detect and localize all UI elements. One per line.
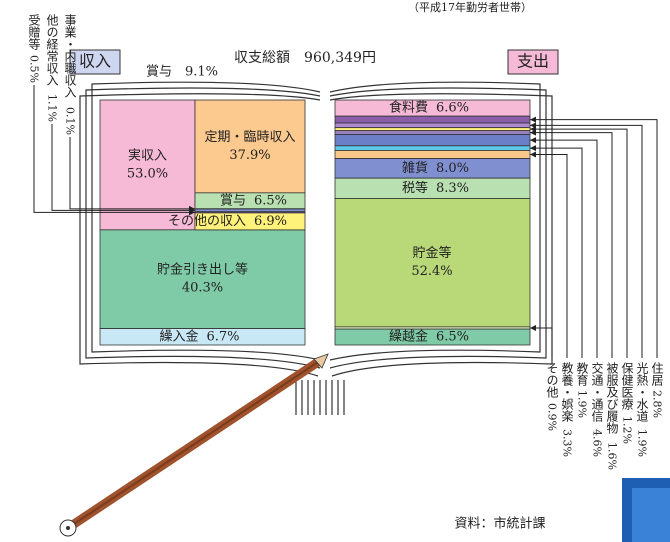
segment-label: 税等 xyxy=(402,180,428,196)
value-label: 8.3% xyxy=(436,181,469,196)
chart-title: 収支総額 960,349円 xyxy=(234,50,376,66)
value-label: 6.9% xyxy=(254,214,287,229)
leader-line xyxy=(33,85,195,213)
value-label: 1.9% xyxy=(636,429,649,457)
outside-label: 光熱・水道 xyxy=(635,362,649,422)
leader-line xyxy=(530,128,628,358)
value-label: 0.9% xyxy=(546,403,559,431)
leader-line xyxy=(530,124,643,358)
outside-label: 住居 xyxy=(650,362,664,387)
income-detail-segment xyxy=(194,192,306,210)
pencil xyxy=(59,353,329,537)
outside-label: 被服及び履物 xyxy=(605,362,619,434)
value-label: 1.6% xyxy=(606,442,619,470)
expense-box xyxy=(507,49,559,75)
outside-label: 教育 xyxy=(575,361,589,387)
expense-segment xyxy=(334,158,531,179)
leader-arrow xyxy=(530,116,536,123)
segment-label: その他の収入 xyxy=(168,214,246,229)
book-outline xyxy=(79,81,553,415)
value-label: 0.1% xyxy=(64,107,77,135)
leader-line xyxy=(530,154,568,358)
value-label: 37.9% xyxy=(229,148,270,163)
leader-arrow xyxy=(530,151,536,158)
segment-label: 定期・臨時収入 xyxy=(204,130,295,145)
value-label: 6.7% xyxy=(207,329,240,344)
leader-arrow xyxy=(530,145,536,152)
income-box xyxy=(69,49,121,75)
value-label: 40.3% xyxy=(182,281,223,296)
value-label: 53.0% xyxy=(127,166,168,181)
outside-label: 他の経常収入 xyxy=(45,14,59,86)
income-segment xyxy=(99,328,306,346)
leader-arrow xyxy=(530,129,536,136)
expense-segment xyxy=(334,177,531,199)
value-label: 8.0% xyxy=(436,161,469,176)
leader-line xyxy=(69,137,195,210)
value-label: 4.6% xyxy=(591,429,604,457)
value-label: 52.4% xyxy=(411,264,452,279)
expense-segment xyxy=(334,145,531,151)
segment-label: 食料費 xyxy=(389,100,428,116)
leader-line xyxy=(530,327,553,358)
segment-label: 貯金引き出し等 xyxy=(157,262,248,278)
outside-label: 事業・内職収入 xyxy=(63,14,77,98)
segment-label: 実収入 xyxy=(128,147,167,163)
income-label: 収入 xyxy=(79,52,111,71)
expense-segment xyxy=(334,115,531,124)
segment-label: 賞与 xyxy=(220,193,246,208)
expense-segment xyxy=(334,134,531,147)
value-label: 1.9% xyxy=(576,390,589,418)
expense-segment xyxy=(334,328,531,346)
value-label: 6.5% xyxy=(436,330,469,345)
expense-segment xyxy=(334,99,531,117)
value-label: 6.6% xyxy=(436,101,469,116)
segment-label: 貯金等 xyxy=(412,245,451,261)
income-detail-segment xyxy=(194,212,306,231)
annotation: 賞与 9.1% xyxy=(146,65,218,80)
segment-label: 繰越金 xyxy=(389,329,428,345)
outside-label: 交通・通信 xyxy=(590,361,604,423)
income-detail-segment xyxy=(194,208,306,213)
leader-line xyxy=(530,139,598,358)
source: 資料：市統計課 xyxy=(454,516,545,532)
value-label: 1.2% xyxy=(621,416,634,444)
value-label: 1.1% xyxy=(46,94,59,122)
outside-label: 受贈等 xyxy=(27,14,41,50)
segment-label: 雑貨 xyxy=(402,160,428,176)
leader-arrow xyxy=(189,209,195,216)
leader-line xyxy=(51,124,195,211)
leader-line xyxy=(530,147,583,358)
expense-segment xyxy=(334,198,531,328)
value-label: 0.5% xyxy=(28,55,41,83)
decor-square xyxy=(632,488,670,542)
expense-segment xyxy=(334,122,531,129)
income-segment xyxy=(99,229,306,329)
leader-arrow xyxy=(530,324,536,331)
outside-label: その他 xyxy=(545,362,559,398)
leader-line xyxy=(530,132,613,358)
expense-label: 支出 xyxy=(517,52,549,71)
value-label: 6.5% xyxy=(254,193,287,208)
segment-label: 繰入金 xyxy=(159,328,198,344)
income-detail-segment xyxy=(194,99,306,194)
outside-label: 教養・娯楽 xyxy=(560,361,574,422)
leader-line xyxy=(530,119,658,358)
value-label: 2.8% xyxy=(651,390,664,418)
expense-segment xyxy=(334,150,531,159)
leader-arrow xyxy=(530,137,536,144)
value-label: 3.3% xyxy=(561,429,574,457)
leader-arrow xyxy=(530,122,536,129)
subtitle: （平成17年勤労者世帯） xyxy=(408,0,532,14)
outside-label: 保健医療 xyxy=(620,362,634,410)
expense-segment xyxy=(334,130,531,135)
expense-segment xyxy=(334,127,531,132)
